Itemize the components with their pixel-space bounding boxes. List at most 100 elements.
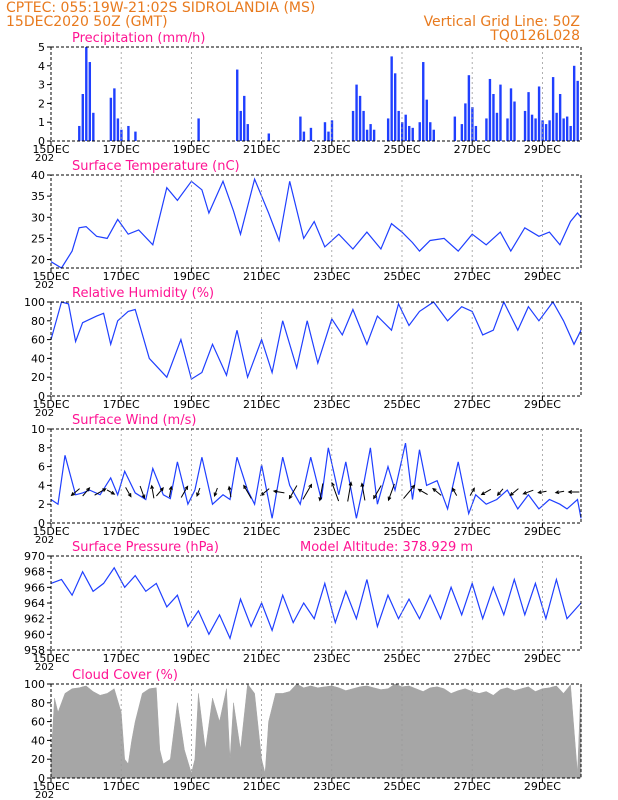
wind-y-tick-label: 10: [31, 423, 45, 436]
precip-bar: [467, 75, 471, 141]
precip-bar: [474, 125, 478, 141]
precip-bar: [422, 62, 425, 141]
pressure-x-tick-label: 29DEC: [524, 652, 561, 665]
precip-x-tick-label: 29DEC: [524, 143, 561, 156]
rh-y-tick-label: 20: [31, 371, 45, 384]
wind-arrow: [227, 485, 232, 498]
pressure-x-tick-label: 17DEC: [103, 652, 140, 665]
precip-x-tick-label: 21DEC: [243, 143, 280, 156]
wind-x-tick-label: 15DEC: [32, 525, 69, 538]
precip-bar: [330, 120, 334, 141]
precip-y-tick-label: 1: [38, 116, 45, 129]
precip-bar: [113, 88, 116, 141]
precip-bar: [408, 125, 411, 141]
cloud-x-tick-label: 21DEC: [243, 780, 280, 793]
cloud-x-tick-label: 19DEC: [173, 780, 210, 793]
precip-bar: [485, 118, 488, 141]
pressure-y-tick-label: 970: [24, 550, 45, 563]
precip-x-tick-label: 25DEC: [383, 143, 420, 156]
wind-arrow: [94, 488, 107, 496]
precip-bar: [548, 120, 551, 141]
precip-x-tick-label: 19DEC: [173, 143, 210, 156]
precip-bar: [134, 131, 137, 141]
wind-x-tick-label: 25DEC: [383, 525, 420, 538]
pressure-x-tick-label: 19DEC: [173, 652, 210, 665]
precip-bar: [527, 92, 530, 141]
pressure-year-label: 202: [35, 662, 54, 673]
rh-x-tick-label: 23DEC: [313, 398, 350, 411]
wind-arrow: [432, 487, 442, 496]
temp-y-tick-label: 25: [31, 232, 45, 245]
precip-bar: [246, 124, 249, 141]
precip-bar: [555, 112, 558, 141]
cloud-x-tick-label: 25DEC: [383, 780, 420, 793]
wind-arrow: [522, 489, 534, 495]
wind-arrow: [347, 481, 353, 502]
precip-bar: [460, 124, 464, 141]
wind-arrow: [260, 488, 270, 497]
rh-x-tick-label: 25DEC: [383, 398, 420, 411]
precip-y-tick-label: 2: [38, 97, 45, 110]
temp-x-tick-label: 29DEC: [524, 270, 561, 283]
precip-bar: [569, 125, 572, 141]
wind-y-tick-label: 4: [38, 479, 45, 492]
precip-bar: [576, 80, 579, 141]
wind-y-tick-label: 8: [38, 442, 45, 455]
precip-bar: [541, 120, 544, 141]
rh-y-tick-label: 100: [24, 296, 45, 309]
precip-x-tick-label: 23DEC: [313, 143, 350, 156]
wind-arrow: [567, 490, 580, 494]
wind-y-tick-label: 0: [38, 517, 45, 530]
precip-bar: [471, 107, 474, 141]
temp-x-tick-label: 19DEC: [173, 270, 210, 283]
precip-bar: [243, 95, 246, 141]
cloud-y-tick-label: 80: [31, 697, 45, 710]
cloud-y-tick-label: 0: [38, 772, 45, 785]
temp-x-tick-label: 23DEC: [313, 270, 350, 283]
pressure-y-tick-label: 968: [24, 566, 45, 579]
rh-y-tick-label: 60: [31, 334, 45, 347]
wind-arrow: [403, 484, 416, 499]
precip-bar: [523, 110, 527, 141]
temp-x-tick-label: 25DEC: [383, 270, 420, 283]
cloud-y-tick-label: 40: [31, 734, 45, 747]
wind-arrow: [373, 485, 382, 500]
temp-title: Surface Temperature (nC): [72, 159, 240, 174]
wind-arrow: [213, 487, 218, 497]
cloud-x-tick-label: 15DEC: [32, 780, 69, 793]
precip-year-label: 202: [35, 153, 54, 164]
precip-bar: [544, 124, 548, 141]
temp-line: [50, 177, 582, 269]
cloud-title: Cloud Cover (%): [72, 668, 178, 683]
wind-arrow: [360, 482, 366, 501]
wind-arrow: [417, 488, 428, 496]
wind-arrow: [180, 485, 189, 498]
wind-arrow: [70, 488, 80, 497]
precip-bar: [551, 77, 555, 141]
pressure-panel: [47, 555, 582, 654]
temp-y-tick-label: 40: [31, 169, 45, 182]
precip-bar: [530, 114, 534, 141]
temp-x-tick-label: 17DEC: [103, 270, 140, 283]
wind-arrow: [387, 483, 395, 502]
rh-x-tick-label: 19DEC: [173, 398, 210, 411]
wind-arrow: [480, 488, 492, 496]
precip-bar: [81, 94, 84, 141]
temp-x-tick-label: 27DEC: [454, 270, 491, 283]
precip-y-tick-label: 3: [38, 79, 45, 92]
wind-frame: [50, 428, 582, 524]
precip-bar: [432, 129, 435, 141]
pressure-x-tick-label: 27DEC: [454, 652, 491, 665]
precip-bar: [464, 103, 467, 141]
wind-arrow: [150, 484, 155, 499]
temp-x-tick-label: 15DEC: [32, 270, 69, 283]
temp-y-tick-label: 30: [31, 211, 45, 224]
precip-bar: [372, 129, 376, 141]
cloud-y-tick-label: 60: [31, 716, 45, 729]
precip-bar: [127, 125, 130, 141]
precip-bar: [309, 127, 313, 141]
precip-bar: [369, 124, 372, 141]
wind-title: Surface Wind (m/s): [72, 413, 196, 428]
wind-arrow: [156, 487, 164, 497]
